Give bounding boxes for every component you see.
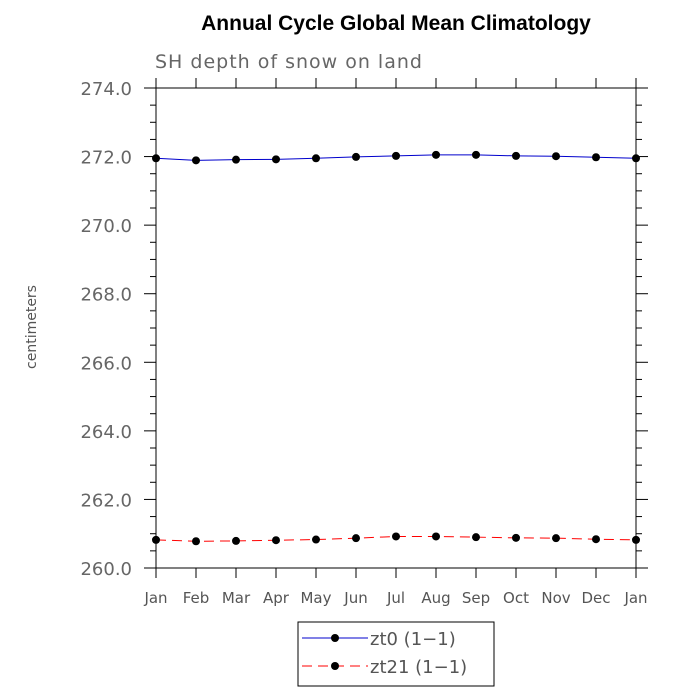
x-tick-label: Jun [343, 589, 367, 607]
y-tick-label: 274.0 [80, 79, 132, 100]
series-layer [152, 150, 640, 546]
chart-title: Annual Cycle Global Mean Climatology [201, 12, 591, 35]
data-point-series-1 [392, 151, 400, 160]
y-tick-label: 272.0 [80, 148, 132, 169]
x-tick-label: Jul [386, 589, 405, 607]
chart-subtitle: SH depth of snow on land [155, 51, 423, 73]
data-point-series-2 [352, 534, 360, 543]
data-point-series-1 [432, 150, 440, 159]
data-point-series-2 [592, 535, 600, 544]
y-axis-label: centimeters [24, 285, 40, 369]
y-tick-label: 260.0 [80, 559, 132, 580]
y-tick-label: 262.0 [80, 490, 132, 511]
data-point-series-1 [352, 152, 360, 161]
data-point-series-1 [592, 153, 600, 162]
data-point-series-1 [512, 151, 520, 160]
y-tick-label: 266.0 [80, 353, 132, 374]
data-point-series-2 [192, 537, 200, 546]
x-tick-label: May [300, 589, 331, 607]
data-point-series-2 [232, 536, 240, 545]
data-point-series-2 [632, 535, 640, 544]
data-point-series-2 [312, 535, 320, 544]
x-tick-label: Apr [263, 589, 290, 607]
legend: zt0 (1−1) zt21 (1−1) [297, 621, 495, 687]
legend-marker-1 [331, 634, 339, 642]
legend-marker-2 [331, 662, 339, 670]
data-point-series-1 [192, 156, 200, 165]
data-point-series-2 [512, 533, 520, 542]
x-tick-label: Feb [183, 589, 210, 607]
x-tick-label: Mar [222, 589, 251, 607]
data-point-series-1 [552, 152, 560, 161]
data-point-series-2 [472, 533, 480, 542]
data-point-series-1 [232, 155, 240, 164]
data-point-series-2 [152, 535, 160, 544]
y-tick-label: 270.0 [80, 216, 132, 237]
legend-label-2: zt21 (1−1) [370, 657, 467, 678]
x-tick-label: Jan [623, 589, 647, 607]
data-point-series-1 [272, 155, 280, 164]
data-point-series-2 [552, 534, 560, 543]
y-tick-label: 268.0 [80, 285, 132, 306]
x-tick-label: Nov [541, 589, 570, 607]
data-point-series-1 [632, 154, 640, 163]
data-point-series-1 [312, 154, 320, 163]
legend-label-1: zt0 (1−1) [370, 629, 456, 650]
y-axis: 260.0 262.0 264.0 266.0 268.0 270.0 272.0 274.0 [80, 79, 648, 580]
data-point-series-1 [472, 150, 480, 159]
x-tick-label: Aug [421, 589, 450, 607]
x-tick-label: Sep [462, 589, 490, 607]
x-tick-label: Jan [143, 589, 167, 607]
x-tick-label: Dec [581, 589, 610, 607]
x-tick-label: Oct [503, 589, 529, 607]
x-axis: Jan Feb Mar Apr May Jun Jul Aug Sep Oct Nov Dec Jan [143, 78, 648, 607]
data-point-series-2 [392, 532, 400, 541]
legend-box [297, 621, 495, 687]
y-tick-label: 264.0 [80, 422, 132, 443]
data-point-series-1 [152, 154, 160, 163]
data-point-series-2 [432, 532, 440, 541]
data-point-series-2 [272, 536, 280, 545]
